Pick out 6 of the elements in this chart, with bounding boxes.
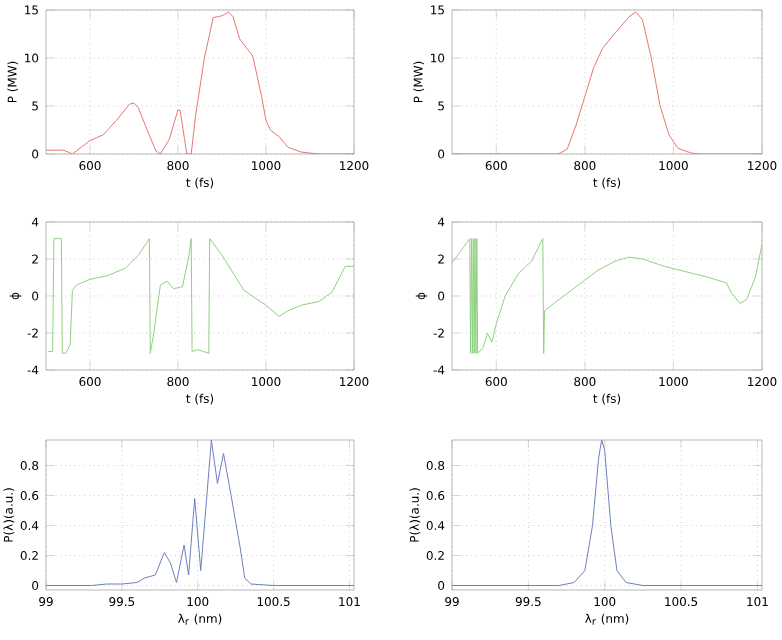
line-series bbox=[47, 238, 354, 354]
line-series bbox=[452, 11, 762, 154]
line-series bbox=[46, 11, 354, 154]
line-series bbox=[452, 238, 762, 354]
line-series bbox=[46, 440, 354, 586]
line-series bbox=[452, 440, 763, 586]
